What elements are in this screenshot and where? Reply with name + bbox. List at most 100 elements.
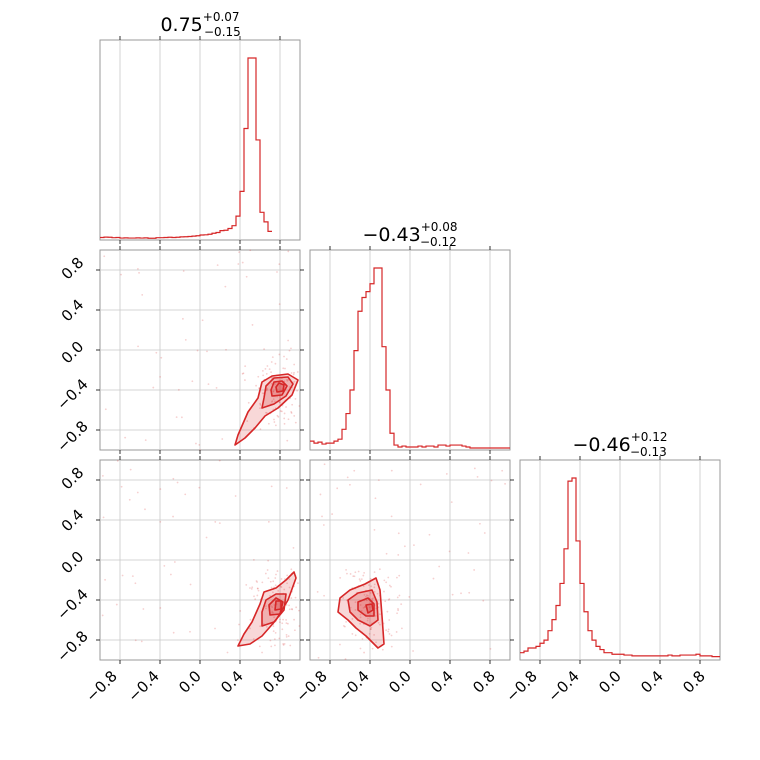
title-3-plus: +0.12: [631, 430, 668, 444]
scatter-point: [276, 570, 279, 572]
scatter-point: [279, 410, 282, 412]
scatter-point: [473, 569, 476, 571]
contour-level-4: [274, 600, 282, 611]
scatter-point: [249, 627, 251, 630]
scatter-point: [281, 628, 284, 631]
scatter-point: [261, 392, 264, 395]
scatter-point: [245, 275, 248, 278]
scatter-point: [282, 618, 284, 621]
scatter-point: [359, 616, 362, 619]
scatter-point: [369, 578, 372, 580]
scatter-point: [352, 575, 355, 578]
scatter-point: [395, 631, 398, 633]
scatter-point: [271, 400, 274, 402]
scatter-point: [104, 578, 106, 581]
scatter-point: [271, 610, 274, 613]
scatter-point: [292, 546, 295, 549]
scatter-point: [467, 552, 470, 554]
scatter-point: [138, 271, 140, 274]
scatter-point: [362, 574, 365, 577]
scatter-point: [182, 270, 185, 272]
scatter-point: [483, 532, 486, 534]
scatter-point: [216, 264, 219, 267]
scatter-point: [238, 623, 240, 626]
scatter-point: [239, 610, 242, 612]
scatter-point: [367, 617, 369, 620]
scatter-point: [128, 498, 131, 501]
scatter-point: [244, 365, 247, 368]
scatter-point: [361, 638, 364, 640]
scatter-point: [180, 416, 183, 419]
x-tick-label-col2-m0.4: −0.4: [334, 667, 372, 705]
scatter-point: [278, 401, 281, 404]
scatter-point: [267, 520, 270, 523]
scatter-point: [397, 532, 400, 535]
title-param-3: −0.46+0.12: [572, 430, 667, 456]
scatter-point: [322, 524, 325, 526]
scatter-point: [290, 347, 292, 350]
scatter-point: [385, 629, 388, 632]
scatter-point: [218, 522, 221, 525]
scatter-point: [172, 477, 175, 480]
y-tick-label-row2-0.0: 0.0: [58, 338, 88, 368]
scatter-point: [269, 639, 272, 642]
scatter-point: [265, 411, 267, 414]
scatter-point: [142, 608, 145, 610]
scatter-point: [272, 580, 275, 583]
scatter-point: [293, 415, 296, 417]
scatter-point: [354, 571, 357, 574]
scatter-point: [144, 508, 146, 511]
y-tick-label-row3-0.4: 0.4: [58, 506, 88, 536]
scatter-point: [388, 633, 391, 635]
scatter-point: [250, 588, 253, 590]
scatter-point: [342, 624, 345, 627]
scatter-point: [390, 515, 393, 518]
scatter-point: [159, 376, 162, 378]
scatter-point: [274, 424, 277, 427]
scatter-point: [266, 365, 269, 367]
scatter-point: [294, 421, 297, 424]
scatter-point: [283, 642, 286, 645]
scatter-point: [172, 515, 174, 518]
scatter-point: [284, 367, 286, 370]
scatter-point: [249, 587, 251, 589]
scatter-point: [256, 594, 259, 597]
scatter-point: [101, 614, 104, 617]
scatter-point: [242, 372, 245, 375]
scatter-point: [198, 486, 201, 489]
scatter-point: [290, 410, 293, 413]
x-tick-label-col2-0.0: 0.0: [385, 667, 415, 697]
scatter-point: [273, 418, 275, 421]
scatter-point: [195, 442, 197, 445]
scatter-point: [159, 520, 162, 523]
scatter-point: [136, 491, 139, 494]
x-tick-label-col2-m0.8: −0.8: [292, 667, 330, 705]
x-tick-label-col3-m0.4: −0.4: [544, 667, 582, 705]
histogram-2: [310, 267, 510, 449]
scatter-point: [172, 631, 175, 634]
y-tick-label-row2-0.4: 0.4: [58, 296, 88, 326]
scatter-point: [345, 621, 348, 623]
scatter-point: [282, 643, 285, 645]
scatter-point: [283, 417, 286, 420]
title-param-2-minus: −0.12: [420, 235, 457, 249]
scatter-point: [363, 571, 366, 574]
scatter-point: [221, 438, 224, 440]
scatter-point: [388, 598, 391, 600]
scatter-point: [373, 529, 376, 531]
scatter-point: [252, 558, 255, 561]
scatter-point: [283, 355, 285, 358]
x-tick-label-col3-m0.8: −0.8: [502, 667, 540, 705]
scatter-point: [366, 619, 369, 622]
scatter-point: [290, 608, 293, 610]
scatter-point: [290, 597, 293, 599]
scatter-point: [159, 488, 162, 490]
x-tick-label-col2-0.8: 0.8: [469, 667, 499, 697]
scatter-point: [450, 501, 453, 504]
scatter-point: [269, 580, 272, 583]
scatter-point: [249, 249, 252, 252]
scatter-point: [360, 578, 363, 581]
scatter-point: [280, 410, 283, 413]
scatter-point: [296, 371, 299, 373]
scatter-point: [339, 576, 342, 579]
